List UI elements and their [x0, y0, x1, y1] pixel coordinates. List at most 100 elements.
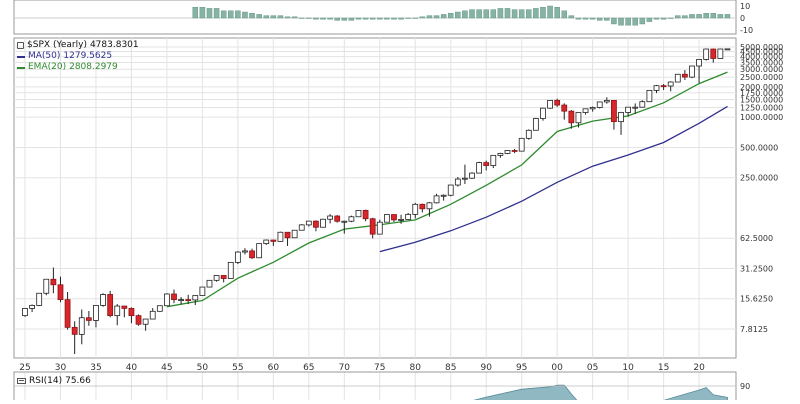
candle-body [135, 315, 142, 325]
x-tick-label: 45 [161, 363, 172, 373]
candle-body [57, 284, 64, 301]
y-tick-label: 500.0000 [740, 143, 778, 152]
candle-body [121, 305, 128, 309]
macd-bar [632, 17, 638, 26]
candle-body [71, 326, 78, 335]
macd-bar [646, 17, 653, 22]
macd-bar [405, 17, 411, 19]
macd-bar [490, 9, 497, 19]
candle-body [667, 81, 674, 87]
x-tick-label: 40 [126, 363, 138, 373]
candle-body [334, 215, 341, 222]
rsi-area [343, 384, 728, 404]
candle-body [490, 154, 497, 166]
candle-body [611, 100, 617, 123]
candle-body [242, 250, 248, 253]
candle-body [234, 251, 241, 263]
macd-bar [433, 15, 440, 19]
candle-body [171, 293, 177, 301]
candle-body [433, 195, 440, 204]
macd-bar [384, 17, 390, 20]
macd-bar [582, 17, 589, 20]
candle-body [625, 106, 631, 113]
x-tick-label: 65 [303, 363, 314, 373]
candle-body [469, 172, 475, 179]
macd-bar [334, 17, 340, 21]
x-tick-label: 10 [622, 363, 634, 373]
macd-bar [277, 15, 284, 19]
candle-body [575, 112, 582, 124]
macd-bar [270, 15, 277, 19]
macd-bar [667, 17, 674, 19]
candle-body [305, 220, 312, 226]
candle-body [192, 295, 199, 301]
macd-bar [291, 16, 298, 19]
macd-bar [689, 14, 695, 19]
macd-bar [639, 17, 646, 25]
candle-body [674, 73, 681, 83]
candle-body [156, 305, 163, 312]
macd-bar [568, 15, 575, 19]
candle-body [639, 101, 646, 108]
macd-bar [220, 10, 227, 19]
candle-body [504, 150, 511, 154]
candle-body [596, 101, 603, 108]
candle-body [291, 229, 298, 239]
candle-body [36, 292, 43, 306]
candle-body [128, 308, 135, 317]
candle-body [554, 99, 561, 106]
candle-body [362, 210, 369, 220]
candle-body [227, 261, 234, 279]
macd-bar [547, 5, 553, 19]
candle-body [483, 162, 490, 166]
x-tick-label: 80 [410, 363, 422, 373]
candle-body [100, 294, 106, 306]
ema20-line [166, 71, 728, 308]
macd-panel: 10 0 -10 [13, 0, 753, 35]
macd-bar [242, 11, 248, 19]
macd-axis-label: -10 [740, 26, 753, 35]
rsi-label: RSI(14) [29, 376, 63, 386]
y-tick-label: 31.2500 [740, 264, 773, 273]
candle-body [78, 317, 85, 335]
candle-body [462, 177, 468, 180]
candle-body [376, 221, 383, 235]
macd-axis-label: 10 [740, 2, 750, 11]
x-tick-label: 75 [374, 363, 385, 373]
candle-body [660, 85, 667, 88]
rsi-panel-menu-icon[interactable] [17, 378, 26, 384]
panel-menu-icon[interactable] [17, 42, 24, 49]
macd-bar [206, 8, 213, 19]
macd-bar [348, 17, 355, 21]
candle-body [85, 317, 92, 321]
macd-bar [703, 12, 709, 19]
candle-body [341, 220, 348, 223]
candle-body [568, 110, 575, 124]
candle-body [263, 239, 270, 245]
macd-bar [192, 6, 199, 19]
price-frame [13, 37, 737, 359]
x-tick-label: 55 [232, 363, 243, 373]
candle-body [142, 318, 149, 325]
macd-bar [462, 10, 468, 19]
macd-bar [228, 10, 234, 19]
y-tick-label: 2500.0000 [740, 73, 783, 82]
price-legend: $SPX (Yearly) 4783.8301 MA(50) 1279.5625… [17, 40, 139, 73]
macd-bar [526, 9, 532, 19]
macd-bar [533, 8, 539, 19]
candle-body [497, 153, 504, 156]
candle-body [149, 310, 156, 320]
macd-bar [199, 6, 206, 19]
macd-bar [313, 17, 319, 20]
legend-ema-value: 2808.2979 [69, 62, 118, 72]
y-tick-label: 1500.0000 [740, 95, 783, 104]
legend-last-value: 4783.8301 [89, 40, 139, 50]
legend-ema-label: EMA(20) [28, 62, 67, 72]
candle-body [618, 112, 624, 123]
macd-bar [511, 9, 518, 19]
rsi-legend: RSI(14) 75.66 [17, 376, 91, 386]
price-panel: 25 30 35 40 45 50 55 60 65 70 75 80 85 90 95 00 05 10 15 20… [13, 37, 783, 373]
candle-body [107, 294, 114, 317]
candle-body [284, 231, 291, 239]
